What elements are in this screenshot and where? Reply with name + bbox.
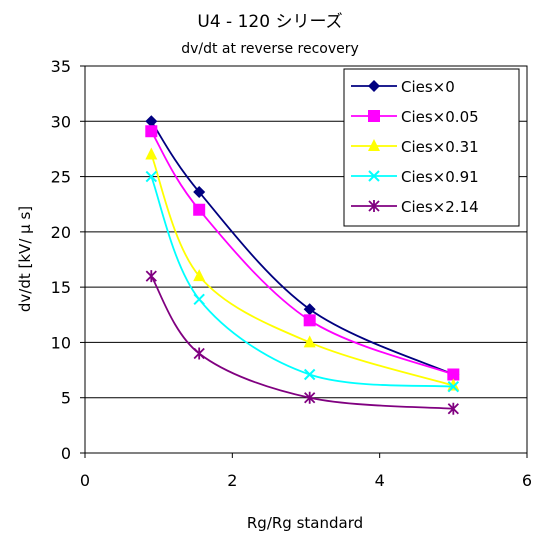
- legend-label: Cies×0.05: [401, 108, 479, 126]
- series-layer: [145, 115, 460, 415]
- chart-title: U4 - 120 シリーズ: [197, 12, 342, 32]
- chart-subtitle: dv/dt at reverse recovery: [181, 41, 359, 57]
- data-point: [303, 314, 316, 327]
- legend-marker: [368, 80, 380, 92]
- data-point: [447, 368, 460, 381]
- legend-item: Cies×0.91: [351, 168, 479, 186]
- data-point: [145, 125, 158, 138]
- series-line: [150, 154, 454, 387]
- series-line: [150, 120, 454, 376]
- data-point: [193, 186, 206, 199]
- legend-label: Cies×2.14: [401, 198, 479, 216]
- y-tick-label: 30: [51, 112, 71, 131]
- y-tick-label: 20: [51, 223, 71, 242]
- series-line: [150, 275, 454, 410]
- legend-item: Cies×0.05: [351, 108, 479, 126]
- data-point: [193, 203, 206, 216]
- series-4: [145, 170, 460, 393]
- data-point: [447, 402, 459, 415]
- legend-item: Cies×2.14: [351, 198, 479, 216]
- y-tick-label: 15: [51, 278, 71, 297]
- legend-marker: [368, 139, 380, 151]
- y-tick-label: 0: [61, 444, 71, 463]
- x-tick-label: 6: [522, 471, 532, 490]
- data-point: [304, 391, 316, 404]
- x-axis-ticks: 0 2 4 6: [80, 453, 532, 490]
- data-point: [447, 378, 460, 391]
- series-line: [150, 130, 454, 376]
- legend-marker: [368, 110, 380, 122]
- data-point: [193, 347, 205, 360]
- legend-marker: [368, 200, 380, 212]
- data-point: [193, 293, 205, 306]
- data-point: [303, 335, 316, 348]
- y-tick-label: 25: [51, 168, 71, 187]
- x-tick-label: 2: [227, 471, 237, 490]
- series-line: [150, 176, 454, 388]
- legend-marker: [368, 170, 380, 182]
- x-tick-label: 0: [80, 471, 90, 490]
- data-point: [303, 368, 316, 381]
- y-tick-label: 5: [61, 389, 71, 408]
- legend-label: Cies×0.31: [401, 138, 479, 156]
- data-point: [145, 147, 158, 160]
- plot-area: [84, 65, 528, 454]
- data-point: [145, 270, 157, 283]
- legend-item: Cies×0: [351, 78, 455, 96]
- y-tick-label: 10: [51, 333, 71, 352]
- x-tick-label: 4: [375, 471, 385, 490]
- series-5: [145, 270, 459, 415]
- data-point: [193, 269, 206, 282]
- legend-item: Cies×0.31: [351, 138, 479, 156]
- data-point: [145, 115, 158, 128]
- legend-label: Cies×0: [401, 78, 455, 96]
- data-point: [145, 170, 158, 183]
- series-3: [145, 147, 460, 391]
- x-axis-label: Rg/Rg standard: [247, 514, 363, 532]
- legend-label: Cies×0.91: [401, 168, 479, 186]
- data-point: [303, 303, 316, 316]
- series-2: [145, 125, 460, 381]
- y-axis-label: dv/dt [kV/ μ s]: [16, 206, 34, 312]
- y-tick-label: 35: [51, 57, 71, 76]
- y-axis-ticks: 0 5 10 15 20 25 30 35: [51, 57, 85, 463]
- data-point: [447, 380, 460, 393]
- legend: Cies×0 Cies×0.05 Cies×0.31 Cies×0.91 Cies×2.…: [343, 68, 520, 227]
